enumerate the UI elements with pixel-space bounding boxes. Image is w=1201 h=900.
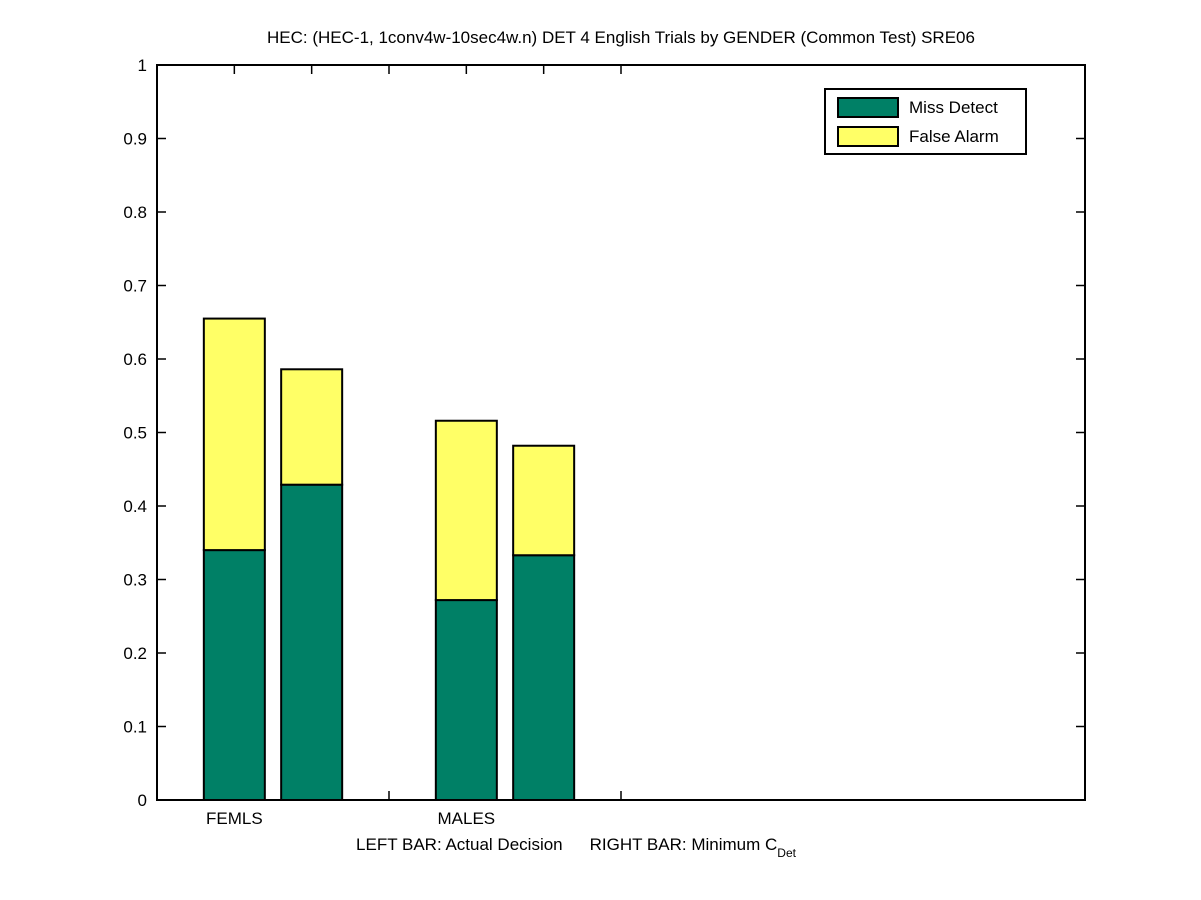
- bar-miss-detect-segment: [202, 549, 266, 801]
- x-tick-label: MALES: [438, 809, 496, 828]
- legend-item-false-alarm: False Alarm: [837, 125, 1025, 148]
- false-alarm-swatch: [837, 126, 899, 147]
- y-tick-label: 1: [138, 56, 147, 75]
- y-tick-label: 0.7: [123, 277, 147, 296]
- bar-miss-detect-segment: [280, 483, 344, 801]
- y-tick-label: 0.1: [123, 718, 147, 737]
- legend-label: False Alarm: [909, 126, 999, 146]
- miss-detect-swatch: [837, 97, 899, 118]
- bar-false-alarm-segment: [202, 317, 266, 552]
- y-tick-label: 0.4: [123, 497, 147, 516]
- x-tick-label: FEMLS: [206, 809, 263, 828]
- bar-meaning-note: LEFT BAR: Actual Decision RIGHT BAR: Mini…: [356, 835, 796, 860]
- y-tick-label: 0: [138, 791, 147, 810]
- y-tick-label: 0.5: [123, 424, 147, 443]
- plot-border: [156, 64, 1086, 801]
- bar-false-alarm-segment: [280, 368, 344, 486]
- legend-item-miss-detect: Miss Detect: [837, 96, 1025, 119]
- y-tick-label: 0.2: [123, 644, 147, 663]
- bar-false-alarm-segment: [434, 419, 498, 602]
- y-tick-label: 0.8: [123, 203, 147, 222]
- cdet-subscript: Det: [777, 846, 796, 860]
- bar-false-alarm-segment: [512, 444, 576, 557]
- bar-miss-detect-segment: [512, 554, 576, 801]
- y-tick-label: 0.3: [123, 571, 147, 590]
- left-bar-note: LEFT BAR: Actual Decision: [356, 835, 563, 854]
- right-bar-note: RIGHT BAR: Minimum C: [589, 835, 778, 854]
- legend: Miss Detect False Alarm: [824, 88, 1027, 155]
- legend-label: Miss Detect: [909, 97, 998, 117]
- bar-miss-detect-segment: [434, 599, 498, 802]
- y-tick-label: 0.6: [123, 350, 147, 369]
- y-tick-label: 0.9: [123, 130, 147, 149]
- chart-title: HEC: (HEC-1, 1conv4w-10sec4w.n) DET 4 En…: [267, 28, 975, 47]
